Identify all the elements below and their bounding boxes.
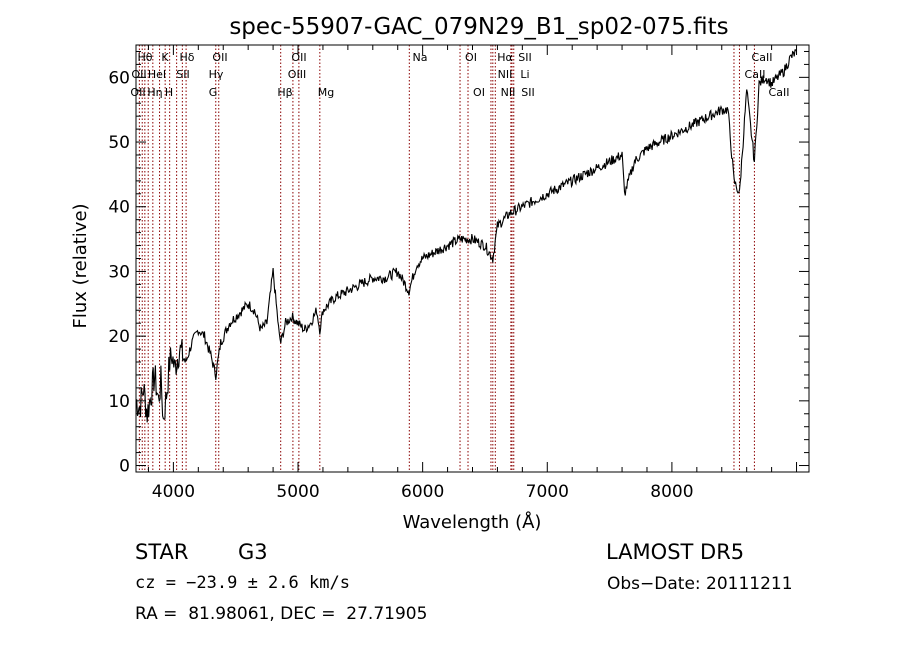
spectral-line-label: Li [520, 68, 529, 81]
chart-title: spec-55907-GAC_079N29_B1_sp02-075.fits [229, 14, 728, 40]
spectral-line-label: OII [131, 68, 146, 81]
x-tick-label: 8000 [650, 482, 693, 502]
spectral-line-label: SII [518, 51, 531, 64]
spectral-line-label: Hθ [137, 51, 152, 64]
spectral-line-label: K [161, 51, 169, 64]
spectral-line-label: Hγ [209, 68, 224, 81]
spectral-line-label: NII [498, 68, 513, 81]
spectral-line-markers [138, 45, 755, 472]
spectral-line-label: Mg [318, 86, 334, 99]
spectral-line-label: Hβ [277, 86, 292, 99]
y-tick-label: 40 [108, 198, 130, 218]
spectral-line-label: Hδ [179, 51, 194, 64]
object-class: STAR [135, 540, 189, 564]
spectral-line-label: CaII [745, 68, 766, 81]
spectral-line-label: OII [130, 86, 145, 99]
x-tick-label: 7000 [526, 482, 569, 502]
spectral-line-label: HeI [148, 68, 166, 81]
y-axis-label: Flux (relative) [70, 203, 91, 328]
y-tick-label: 10 [108, 392, 130, 412]
redshift-velocity: cz = −23.9 ± 2.6 km/s [135, 573, 350, 593]
spectral-line-label: OII [212, 51, 227, 64]
spectral-line-label: SII [521, 86, 534, 99]
x-tick-label: 5000 [276, 482, 319, 502]
object-subclass: G3 [238, 540, 268, 564]
spectral-line-label: OI [473, 86, 485, 99]
plot-frame [135, 44, 810, 473]
y-tick-label: 0 [119, 457, 130, 477]
y-tick-label: 60 [108, 68, 130, 88]
spectral-line-label: OIII [288, 68, 306, 81]
y-tick-label: 30 [108, 262, 130, 282]
y-tick-label: 20 [108, 327, 130, 347]
x-axis-label: Wavelength (Å) [403, 511, 542, 533]
spectral-line-label: OI [465, 51, 477, 64]
y-axis-ticks: 0 10 20 30 40 50 60 [108, 50, 809, 477]
spectral-line-label: OII [291, 51, 306, 64]
x-tick-label: 4000 [152, 482, 195, 502]
y-tick-label: 50 [108, 133, 130, 153]
spectral-line-label: CaII [752, 51, 773, 64]
x-tick-label: 6000 [401, 482, 444, 502]
spectral-line-label: Na [413, 51, 428, 64]
spectral-line-label: G [209, 86, 218, 99]
x-axis-ticks: 4000 5000 6000 7000 8000 [147, 45, 798, 502]
spectral-line-label: SII [176, 68, 189, 81]
spectral-line-label: Hα [497, 51, 513, 64]
observation-date: Obs−Date: 20111211 [607, 574, 793, 594]
spectral-line-label: CaII [769, 86, 790, 99]
spectral-line-label: Hη [147, 86, 162, 99]
data-release: LAMOST DR5 [606, 540, 745, 564]
spectral-line-label: H [165, 86, 173, 99]
spectrum-series-line [135, 49, 798, 423]
coordinates: RA = 81.98061, DEC = 27.71905 [135, 604, 428, 624]
spectral-line-label: NII [501, 86, 516, 99]
